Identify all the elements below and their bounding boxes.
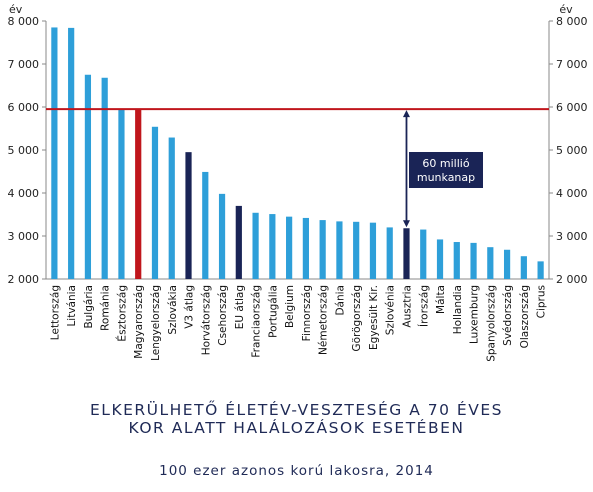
bar bbox=[403, 228, 410, 279]
bar bbox=[470, 242, 477, 279]
category-label: Csehország bbox=[217, 285, 229, 346]
category-label: Horvátország bbox=[200, 285, 212, 355]
annotation-text-line-1: 60 millió bbox=[422, 157, 469, 170]
bar bbox=[286, 216, 293, 279]
bar bbox=[168, 137, 175, 279]
bar bbox=[218, 193, 226, 279]
category-label: Magyarország bbox=[133, 285, 145, 359]
category-label: Svédország bbox=[502, 285, 514, 346]
bar bbox=[302, 217, 309, 279]
annotation-text-line-2: munkanap bbox=[417, 171, 475, 184]
category-label: Belgium bbox=[284, 285, 296, 328]
bar bbox=[235, 205, 242, 279]
bar bbox=[537, 261, 544, 279]
category-label: Litvánia bbox=[66, 285, 78, 327]
bar bbox=[436, 239, 444, 279]
bar bbox=[202, 171, 209, 279]
category-label: Ausztria bbox=[401, 285, 413, 328]
bar bbox=[319, 220, 326, 279]
bar bbox=[252, 212, 259, 279]
category-label: Szlovákia bbox=[167, 285, 179, 335]
bars bbox=[46, 27, 549, 280]
category-label: V3 átlag bbox=[184, 285, 196, 329]
bar bbox=[453, 242, 460, 279]
left-tick-label: 7 000 bbox=[8, 58, 40, 71]
category-label: Olaszország bbox=[519, 285, 531, 348]
bar bbox=[118, 109, 125, 280]
category-label: Észtország bbox=[115, 285, 128, 342]
right-tick-label: 6 000 bbox=[556, 101, 588, 114]
left-tick-label: 8 000 bbox=[8, 15, 40, 28]
category-label: Málta bbox=[435, 285, 447, 314]
chart-title-line-2: KOR ALATT HALÁLOZÁSOK ESETÉBEN bbox=[128, 419, 465, 437]
chart-subtitle: 100 ezer azonos korú lakosra, 2014 bbox=[159, 463, 434, 479]
bar bbox=[135, 109, 142, 280]
right-tick-label: 8 000 bbox=[556, 15, 588, 28]
category-label: Ciprus bbox=[536, 285, 548, 318]
category-labels: Lettország Litvánia Bulgária Románia Észtors… bbox=[49, 285, 547, 362]
annotation-arrow-head-up bbox=[402, 110, 410, 118]
category-label: Portugália bbox=[267, 285, 279, 338]
category-label: Finnország bbox=[301, 285, 313, 341]
category-label: EU átlag bbox=[234, 285, 246, 329]
left-tick-label: 4 000 bbox=[8, 187, 40, 200]
right-tick-label: 5 000 bbox=[556, 144, 588, 157]
bar bbox=[369, 222, 377, 279]
category-label: Franciaország bbox=[251, 285, 263, 358]
bar bbox=[101, 77, 108, 279]
category-label: Románia bbox=[100, 285, 112, 331]
left-tick-label: 2 000 bbox=[8, 273, 40, 286]
left-tick-label: 6 000 bbox=[8, 101, 40, 114]
bar bbox=[84, 74, 92, 279]
right-tick-label: 7 000 bbox=[556, 58, 588, 71]
category-label: Lengyelország bbox=[150, 285, 162, 361]
bar bbox=[520, 256, 527, 279]
bar bbox=[68, 27, 75, 279]
category-label: Lettország bbox=[49, 285, 61, 340]
category-label: Szlovénia bbox=[385, 285, 397, 335]
bar bbox=[185, 152, 192, 279]
bar bbox=[420, 229, 427, 279]
category-label: Írország bbox=[417, 285, 430, 327]
annotation-box bbox=[409, 152, 483, 188]
chart-title-line-1: ELKERÜLHETŐ ÉLETÉV-VESZTESÉG A 70 ÉVES bbox=[90, 401, 503, 419]
category-label: Luxemburg bbox=[469, 285, 481, 344]
category-label: Egyesült Kir. bbox=[368, 285, 380, 350]
bar bbox=[151, 126, 159, 279]
right-tick-label: 4 000 bbox=[556, 187, 588, 200]
category-label: Görögország bbox=[351, 285, 363, 352]
category-label: Spanyolország bbox=[485, 285, 497, 362]
left-tick-label: 5 000 bbox=[8, 144, 40, 157]
bar bbox=[503, 249, 511, 279]
right-axis-unit: év bbox=[559, 3, 573, 16]
left-axis-unit: év bbox=[9, 3, 23, 16]
right-tick-label: 2 000 bbox=[556, 273, 588, 286]
left-tick-label: 3 000 bbox=[8, 230, 40, 243]
bar bbox=[51, 27, 58, 280]
category-label: Németország bbox=[318, 285, 330, 355]
annotation-arrow-head-down bbox=[402, 220, 410, 228]
bar bbox=[269, 214, 276, 279]
bar bbox=[336, 221, 343, 279]
bar bbox=[386, 227, 393, 279]
bar bbox=[487, 247, 494, 279]
category-label: Dánia bbox=[334, 285, 346, 316]
category-label: Bulgária bbox=[83, 285, 95, 329]
bar bbox=[353, 221, 360, 279]
category-label: Hollandia bbox=[452, 285, 464, 334]
right-tick-label: 3 000 bbox=[556, 230, 588, 243]
